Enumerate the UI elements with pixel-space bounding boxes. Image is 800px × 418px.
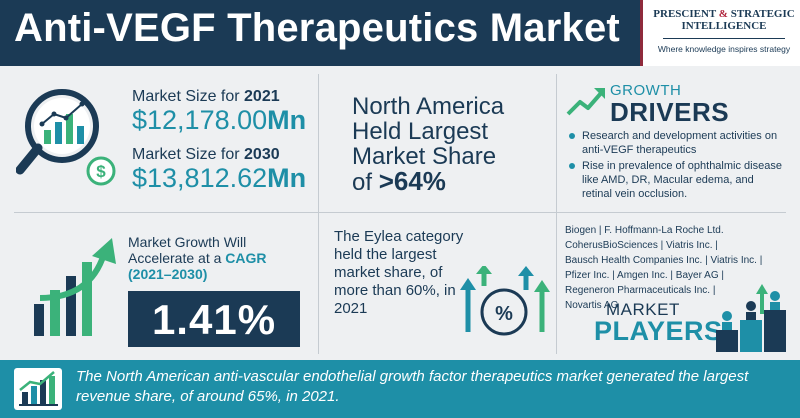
logo-ampersand: & [718, 8, 728, 20]
magnifier-chart-icon [16, 89, 99, 175]
cagr-period: (2021–2030) [128, 266, 208, 282]
market-size-2030-value: $13,812.62Mn [132, 163, 306, 194]
svg-text:%: % [495, 303, 513, 325]
players-line: Regeneron Pharmaceuticals Inc. | [565, 285, 716, 296]
logo-word-3: INTELLIGENCE [681, 20, 767, 32]
year-2021: 2021 [244, 88, 280, 105]
market-players-title: PLAYERS [594, 316, 723, 346]
unit-2030: Mn [267, 163, 307, 193]
logo-tagline: Where knowledge inspires strategy [657, 44, 791, 54]
players-line: Novartis AG [565, 300, 619, 311]
footer-banner [0, 360, 800, 418]
na-line-1: North America [352, 93, 505, 120]
na-share-value: >64% [378, 166, 446, 196]
na-line-2: Held Largest [352, 118, 489, 145]
cagr-line-2-prefix: Accelerate at a [128, 250, 226, 266]
growth-drivers-title: DRIVERS [610, 97, 730, 127]
value-2021: $12,178.00 [132, 105, 268, 135]
cagr-highlight: CAGR [225, 250, 267, 266]
players-line: Bausch Health Companies Inc. | Viatris I… [565, 255, 763, 266]
logo-word-1: PRESCIENT [653, 8, 717, 20]
market-size-2021-value: $12,178.00Mn [132, 105, 306, 136]
logo-name: PRESCIENT & STRATEGIC INTELLIGENCE [649, 8, 799, 32]
dollar-coin-icon: $ [86, 156, 116, 186]
vertical-divider-left [318, 74, 319, 354]
north-america-share: North America Held Largest Market Share … [352, 94, 572, 195]
svg-text:$: $ [96, 162, 106, 181]
na-line-3: Market Share [352, 143, 497, 170]
growth-driver-item: Research and development activities on a… [568, 129, 783, 157]
market-size-2030-label: Market Size for 2030 [132, 146, 280, 164]
footer-icon-container [14, 368, 62, 410]
cagr-value-box [128, 291, 300, 347]
market-players-title-top: MARKET [606, 300, 680, 319]
growth-drivers-title-top: GROWTH [610, 82, 682, 99]
players-line: Biogen | F. Hoffmann-La Roche Ltd. [565, 225, 724, 236]
value-2030: $13,812.62 [132, 163, 268, 193]
growth-driver-item: Rise in prevalence of ophthalmic disease… [568, 159, 783, 201]
label-prefix: Market Size for [132, 146, 245, 163]
players-line: Pfizer Inc. | Amgen Inc. | Bayer AG | [565, 270, 724, 281]
percent-circle-icon: % [460, 266, 550, 336]
market-players-list: Biogen | F. Hoffmann-La Roche Ltd. Coher… [565, 223, 795, 313]
podium-people-icon [716, 284, 786, 352]
players-line: CoherusBioSciences | Viatris Inc. | [565, 240, 718, 251]
rising-bars-icon [34, 238, 116, 336]
company-logo: PRESCIENT & STRATEGIC INTELLIGENCE Where… [640, 0, 800, 66]
label-prefix: Market Size for [132, 88, 245, 105]
horizontal-divider [14, 212, 786, 213]
footer-summary: The North American anti-vascular endothe… [76, 368, 749, 405]
na-line-4-prefix: of [352, 169, 379, 196]
page-title: Anti-VEGF Therapeutics Market [14, 6, 620, 50]
eylea-share-text: The Eylea category held the largest mark… [334, 228, 464, 317]
unit-2021: Mn [267, 105, 307, 135]
year-2030: 2030 [244, 146, 280, 163]
logo-divider [663, 38, 785, 39]
logo-word-2: STRATEGIC [730, 8, 795, 20]
cagr-value: 1.41% [151, 296, 277, 343]
cagr-line-1: Market Growth Will [128, 234, 247, 250]
market-size-2021-label: Market Size for 2021 [132, 88, 280, 106]
footer-chart-icon [19, 371, 58, 406]
growth-arrow-icon [566, 88, 605, 116]
vertical-divider-right [556, 74, 557, 354]
cagr-description: Market Growth Will Accelerate at a CAGR … [128, 234, 308, 282]
